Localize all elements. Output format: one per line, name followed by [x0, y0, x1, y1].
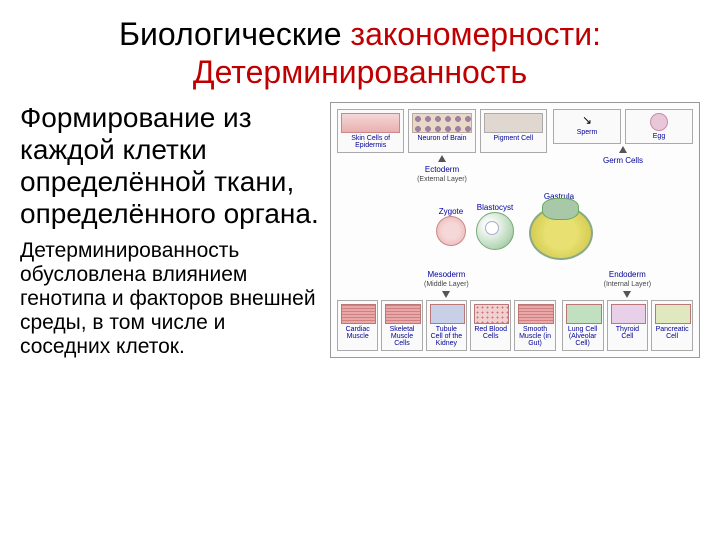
title-part1: Биологические	[119, 16, 350, 52]
zygote: Zygote	[436, 207, 466, 246]
cell-sperm: ↘ Sperm	[553, 109, 621, 144]
diagram-bottom-row: Mesoderm (Middle Layer) Cardiac Muscle S…	[337, 267, 693, 351]
arrow-icon	[619, 146, 627, 153]
main-text: Формирование из каждой клетки определённ…	[20, 102, 320, 231]
arrow-icon	[442, 291, 450, 298]
diagram-mid-row: Zygote Blastocyst Gastrula	[337, 192, 693, 261]
arrow-icon	[623, 291, 631, 298]
endoderm-label: Endoderm (Internal Layer)	[562, 270, 693, 288]
cell-skeletal: Skeletal Muscle Cells	[381, 300, 422, 351]
cell-tubule: Tubule Cell of the Kidney	[426, 300, 467, 351]
cell-cardiac: Cardiac Muscle	[337, 300, 378, 351]
text-column: Формирование из каждой клетки определённ…	[20, 102, 320, 359]
cell-pancreatic: Pancreatic Cell	[651, 300, 693, 351]
cell-pigment: Pigment Cell	[480, 109, 547, 153]
cell-egg: Egg	[625, 109, 693, 144]
cell-rbc: Red Blood Cells	[470, 300, 511, 351]
gastrula: Gastrula	[524, 192, 594, 261]
diagram: Skin Cells of Epidermis Neuron of Brain …	[330, 102, 700, 358]
arrow-icon	[438, 155, 446, 162]
cell-epidermis: Skin Cells of Epidermis	[337, 109, 404, 153]
cell-smooth: Smooth Muscle (in Gut)	[514, 300, 555, 351]
mesoderm-label: Mesoderm (Middle Layer)	[337, 270, 556, 288]
slide-title: Биологические закономерности: Детерминир…	[20, 15, 700, 92]
cell-thyroid: Thyroid Cell	[607, 300, 649, 351]
blastocyst: Blastocyst	[476, 203, 514, 250]
cell-lung: Lung Cell (Alveolar Cell)	[562, 300, 604, 351]
content-row: Формирование из каждой клетки определённ…	[20, 102, 700, 359]
title-part2: закономерности	[350, 16, 592, 52]
sub-text: Детерминированность обусловлена влиянием…	[20, 239, 320, 360]
diagram-top-row: Skin Cells of Epidermis Neuron of Brain …	[337, 109, 693, 186]
cell-neuron: Neuron of Brain	[408, 109, 475, 153]
ectoderm-label: Ectoderm (External Layer)	[337, 165, 547, 183]
germ-label: Germ Cells	[553, 156, 693, 165]
slide-container: Биологические закономерности: Детерминир…	[0, 0, 720, 540]
